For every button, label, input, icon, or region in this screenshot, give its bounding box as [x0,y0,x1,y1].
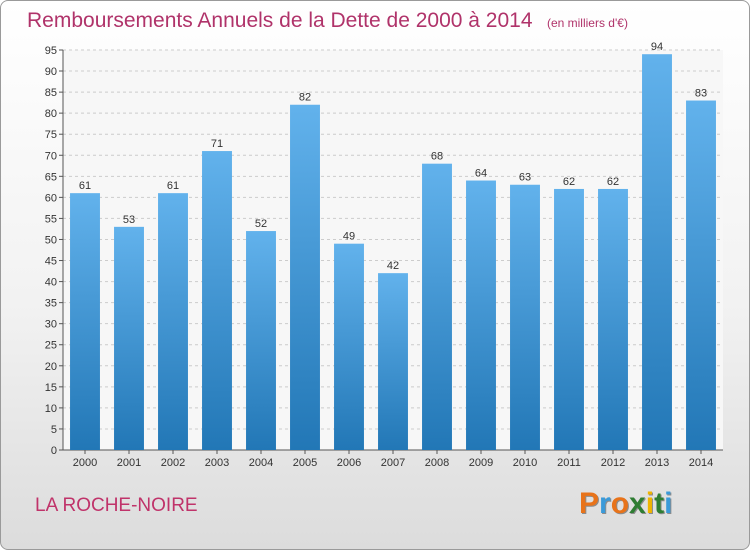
bar-2004 [246,231,276,450]
y-tick-label: 35 [45,298,57,310]
bar-2007 [378,273,408,450]
data-label-2000: 61 [79,180,91,192]
data-label-2002: 61 [167,180,179,192]
x-tick-label-2002: 2002 [161,457,185,469]
x-tick-label-2013: 2013 [645,457,669,469]
y-tick-label: 75 [45,129,57,141]
bar-2006 [334,243,364,450]
chart-title-main: Remboursements Annuels de la Dette de 20… [27,9,533,32]
bars [70,54,716,451]
x-tick-label-2009: 2009 [469,457,493,469]
bar-2013 [642,54,672,451]
x-tick-label-2000: 2000 [73,457,97,469]
data-label-2006: 49 [343,231,355,243]
x-tick-label-2008: 2008 [425,457,449,469]
bar-2010 [510,184,540,450]
bar-2003 [202,151,232,451]
y-tick-label: 85 [45,87,57,99]
labels: 0 5 10 15 20 25 30 35 40 45 50 55 60 65 70 75 80 85 90 95 61… [45,41,713,469]
data-label-2010: 63 [519,172,531,184]
logo-letter: o [610,487,630,520]
y-tick-label: 90 [45,66,57,78]
logo-letter: t [654,487,665,520]
x-tick-label-2010: 2010 [513,457,537,469]
x-tick-label-2005: 2005 [293,457,317,469]
y-tick-label: 80 [45,108,57,120]
x-tick-label-2014: 2014 [689,457,713,469]
data-label-2014: 83 [695,88,707,100]
x-tick-label-2001: 2001 [117,457,141,469]
data-label-2004: 52 [255,218,267,230]
logo-letter: i [664,487,673,520]
bar-2014 [686,100,716,451]
chart-title-unit: (en milliers d'€) [546,16,628,30]
y-tick-label: 95 [45,45,57,57]
y-tick-label: 15 [45,382,57,394]
data-label-2013: 94 [651,41,663,53]
y-tick-label: 30 [45,319,57,331]
y-tick-label: 5 [51,424,57,436]
data-label-2001: 53 [123,214,135,226]
y-tick-label: 20 [45,361,57,373]
y-tick-label: 70 [45,150,57,162]
y-tick-label: 45 [45,256,57,268]
proxiti-logo: Proxiti [579,487,672,521]
x-tick-label-2011: 2011 [557,457,581,469]
bar-2012 [598,188,628,450]
data-label-2007: 42 [387,260,399,272]
x-tick-label-2006: 2006 [337,457,361,469]
data-label-2009: 64 [475,168,487,180]
y-tick-label: 25 [45,340,57,352]
commune-name: LA ROCHE-NOIRE [35,495,198,516]
y-tick-label: 50 [45,234,57,246]
data-label-2011: 62 [563,176,575,188]
data-label-2003: 71 [211,138,223,150]
x-tick-label-2003: 2003 [205,457,229,469]
x-tick-label-2007: 2007 [381,457,405,469]
bar-2009 [466,180,496,451]
y-tick-label: 55 [45,213,57,225]
data-label-2012: 62 [607,176,619,188]
y-tick-label: 40 [45,277,57,289]
bar-2001 [114,226,144,450]
y-tick-label: 65 [45,171,57,183]
bar-2005 [290,104,320,450]
logo-letter: i [645,487,655,520]
y-tick-label: 10 [45,403,57,415]
y-tick-label: 0 [51,445,57,457]
logo-letter: P [579,487,600,520]
y-tick-label: 60 [45,192,57,204]
data-label-2005: 82 [299,92,311,104]
bar-2002 [158,193,188,450]
logo-letter: r [599,487,611,520]
bar-2000 [70,193,100,450]
chart-title: Remboursements Annuels de la Dette de 20… [27,9,628,33]
logo-letter: x [629,487,646,520]
bar-2008 [422,163,452,450]
x-tick-label-2012: 2012 [601,457,625,469]
bar-2011 [554,188,584,450]
data-label-2008: 68 [431,151,443,163]
x-tick-label-2004: 2004 [249,457,273,469]
